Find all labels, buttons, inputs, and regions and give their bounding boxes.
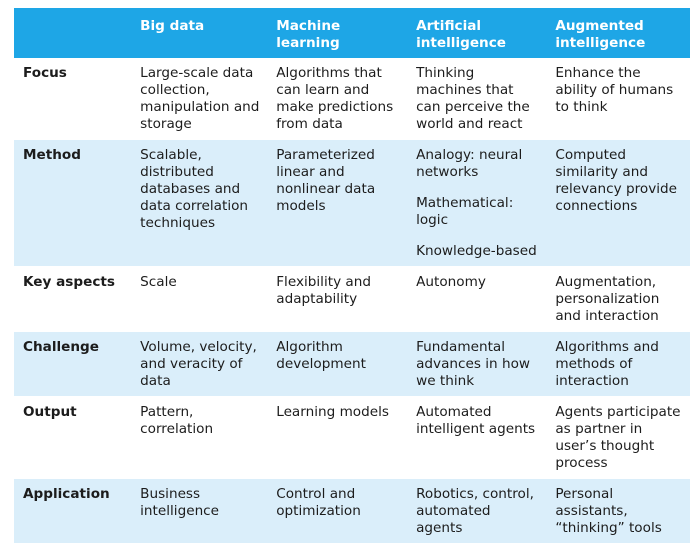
header-augmented-intelligence: Augmented intelligence [547,8,690,58]
cell-text: Enhance the ability of humans to think [555,65,674,115]
table-cell-machine-learning: Control and optimization [268,478,409,544]
table-cell-augmented-intelligence: Augmentation, personalization and intera… [547,266,690,332]
cell-text: Flexibility and adaptability [276,274,372,307]
cell-text: Algorithms that can learn and make predi… [276,65,394,132]
row-label: Method [14,139,133,267]
cell-text: Scalable, distributed databases and data… [140,147,249,231]
cell-text: Large-scale data collection, manipulatio… [140,65,260,132]
cell-text: Algorithms and methods of interaction [555,339,659,389]
cell-text: Automated intelligent agents [416,404,536,437]
header-row: Big data Machine learning Artificial int… [14,8,690,58]
table-cell-machine-learning: Flexibility and adaptability [268,266,409,332]
table-cell-machine-learning: Algorithm development [268,331,409,397]
table-row: Challenge Volume, velocity, and veracity … [14,331,690,397]
header-big-data: Big data [132,8,269,58]
table-row: Application Business intelligence Control … [14,478,690,544]
table-cell-big-data: Pattern, correlation [132,396,269,479]
table-cell-big-data: Large-scale data collection, manipulatio… [132,58,269,140]
table-cell-big-data: Scale [132,266,269,332]
cell-text: Agents participate as partner in user’s … [555,404,681,471]
header-corner [14,8,133,58]
table-row: Focus Large-scale data collection, manipu… [14,58,690,140]
table-cell-augmented-intelligence: Agents participate as partner in user’s … [547,396,690,479]
table-cell-artificial-intelligence: Autonomy [408,266,548,332]
row-label: Output [14,396,133,479]
table-row: Method Scalable, distributed databases an… [14,139,690,267]
table-body: Focus Large-scale data collection, manipu… [14,58,690,544]
cell-text: Personal assistants, “thinking” tools [555,486,662,536]
row-label: Key aspects [14,266,133,332]
cell-text: Robotics, control, automated agents [416,486,534,536]
table-cell-augmented-intelligence: Personal assistants, “thinking” tools [547,478,690,544]
table-cell-big-data: Business intelligence [132,478,269,544]
table-cell-artificial-intelligence: Analogy: neural networks Mathematical: lo… [408,139,548,267]
cell-text: Computed similarity and relevancy provid… [555,147,678,214]
table-cell-augmented-intelligence: Computed similarity and relevancy provid… [547,139,690,267]
row-label: Application [14,478,133,544]
cell-text: Control and optimization [276,486,361,519]
table-cell-artificial-intelligence: Thinking machines that can perceive the … [408,58,548,140]
table-row: Output Pattern, correlation Learning model… [14,396,690,479]
table-cell-machine-learning: Parameterized linear and nonlinear data … [268,139,409,267]
row-label: Focus [14,58,133,140]
cell-text: Learning models [276,404,389,420]
table-cell-augmented-intelligence: Algorithms and methods of interaction [547,331,690,397]
cell-text: Analogy: neural networks [416,147,523,180]
cell-text: Augmentation, personalization and intera… [555,274,660,324]
cell-text: Knowledge-based [416,243,537,259]
table-cell-augmented-intelligence: Enhance the ability of humans to think [547,58,690,140]
cell-text: Thinking machines that can perceive the … [416,65,530,132]
table-cell-machine-learning: Learning models [268,396,409,479]
cell-text: Pattern, correlation [140,404,214,437]
table-cell-big-data: Volume, velocity, and veracity of data [132,331,269,397]
table-cell-machine-learning: Algorithms that can learn and make predi… [268,58,409,140]
header-machine-learning: Machine learning [268,8,409,58]
table-cell-artificial-intelligence: Automated intelligent agents [408,396,548,479]
row-label: Challenge [14,331,133,397]
header-artificial-intelligence: Artificial intelligence [408,8,548,58]
cell-text: Parameterized linear and nonlinear data … [276,147,376,214]
table-cell-artificial-intelligence: Robotics, control, automated agents [408,478,548,544]
cell-text: Volume, velocity, and veracity of data [140,339,257,389]
cell-text: Scale [140,274,177,290]
table-cell-big-data: Scalable, distributed databases and data… [132,139,269,267]
cell-text: Fundamental advances in how we think [416,339,531,389]
table-row: Key aspects Scale Flexibility and adaptabi… [14,266,690,332]
cell-text: Mathematical: logic [416,195,514,228]
cell-text: Algorithm development [276,339,366,372]
cell-text: Autonomy [416,274,486,290]
table-cell-artificial-intelligence: Fundamental advances in how we think [408,331,548,397]
comparison-table: Big data Machine learning Artificial int… [14,8,690,544]
cell-text: Business intelligence [140,486,220,519]
